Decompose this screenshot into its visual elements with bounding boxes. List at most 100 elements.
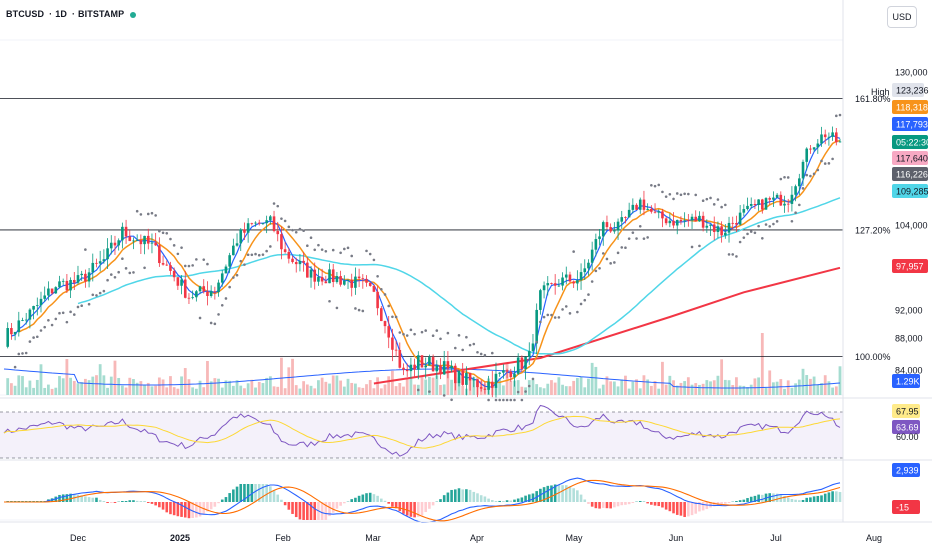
macd-histogram-bar <box>306 502 309 520</box>
sar-dot <box>705 197 709 201</box>
volume-bar <box>35 379 39 395</box>
candle-body <box>28 309 32 320</box>
candle-body <box>798 178 801 187</box>
candle-body <box>435 365 439 372</box>
ema-200-line <box>373 266 841 385</box>
macd-histogram-bar <box>746 498 749 502</box>
price-badge-text: 116,226 <box>896 170 928 180</box>
candle-body <box>169 265 172 271</box>
volume-bar <box>202 387 206 395</box>
sar-dot <box>291 228 294 232</box>
sar-dot <box>269 245 272 248</box>
sar-dot <box>91 293 95 297</box>
candle-body <box>650 208 653 212</box>
sar-dot <box>524 390 527 393</box>
candle-body <box>572 281 575 284</box>
volume-bar <box>13 385 17 395</box>
sar-dot <box>58 311 61 315</box>
candle-body <box>520 357 524 370</box>
sar-dot <box>761 237 764 240</box>
candle-body <box>716 226 720 232</box>
macd-histogram-bar <box>550 485 553 502</box>
macd-histogram-bar <box>302 502 305 520</box>
macd-histogram-bar <box>624 502 627 505</box>
candle-body <box>631 204 635 210</box>
sar-dot <box>539 320 542 324</box>
candle-body <box>124 226 128 237</box>
candle-body <box>306 262 309 278</box>
candle-body <box>232 245 235 256</box>
sar-dot <box>424 329 427 332</box>
macd-histogram-bar <box>209 502 213 510</box>
macd-histogram-bar <box>239 484 243 502</box>
macd-histogram-bar <box>132 500 135 502</box>
volume-bar <box>246 383 250 395</box>
macd-histogram-bar <box>823 493 827 502</box>
sar-dot <box>376 275 379 278</box>
sar-dot <box>165 231 169 235</box>
volume-bar <box>39 364 43 395</box>
sar-dot <box>457 334 461 337</box>
macd-histogram-bar <box>613 502 616 508</box>
volume-bar <box>24 387 28 395</box>
macd-histogram-bar <box>738 500 742 502</box>
macd-histogram-bar <box>553 484 557 502</box>
sar-dot <box>550 313 553 317</box>
candle-body <box>387 326 391 338</box>
macd-histogram-bar <box>402 502 405 514</box>
sar-dot <box>646 236 649 239</box>
candle-body <box>394 349 398 351</box>
sar-dot <box>206 262 209 266</box>
macd-histogram-bar <box>490 500 494 502</box>
price-badge-text: 109,285 <box>896 187 929 197</box>
macd-histogram-bar <box>339 502 342 506</box>
candle-body <box>309 269 313 278</box>
candle-body <box>668 220 672 224</box>
macd-histogram-bar <box>468 489 472 502</box>
interval-label[interactable]: 1D <box>55 9 67 19</box>
candle-body <box>557 285 561 287</box>
price-badge-text: 05:22:30 <box>896 138 931 148</box>
candle-body <box>339 276 342 285</box>
sar-dot <box>150 211 154 215</box>
volume-bar <box>32 387 35 395</box>
candle-body <box>646 208 649 210</box>
volume-bar <box>753 378 757 395</box>
macd-histogram-bar <box>346 501 350 502</box>
macd-badge <box>892 463 920 477</box>
candle-body <box>368 282 372 286</box>
volume-bar <box>442 384 446 395</box>
macd-histogram-bar <box>61 494 65 502</box>
candle-body <box>794 186 797 195</box>
sar-dot <box>590 280 594 283</box>
candle-body <box>516 357 520 374</box>
sar-dot <box>213 322 217 326</box>
currency-selector[interactable]: USD <box>887 6 917 28</box>
volume-bar <box>757 377 761 395</box>
macd-histogram-bar <box>668 502 672 512</box>
macd-histogram-bar <box>701 502 705 511</box>
candle-body <box>613 230 616 232</box>
volume-bar <box>672 380 675 395</box>
volume-bar <box>812 376 816 395</box>
macd-signal-line <box>4 479 841 522</box>
sar-dot <box>616 251 620 255</box>
volume-bar <box>605 376 609 395</box>
macd-histogram-bar <box>439 499 442 502</box>
sar-dot <box>13 365 17 369</box>
macd-histogram-bar <box>805 497 809 502</box>
candle-body <box>705 225 709 228</box>
volume-bar <box>272 386 276 395</box>
volume-bar <box>653 381 657 395</box>
macd-histogram-bar <box>228 493 231 502</box>
macd-histogram-bar <box>650 502 653 505</box>
macd-histogram-bar <box>435 501 439 502</box>
symbol-name[interactable]: BTCUSD <box>6 9 45 19</box>
volume-bar <box>250 379 254 395</box>
sar-dot <box>243 263 246 266</box>
sar-dot <box>391 315 394 319</box>
candle-body <box>91 262 95 273</box>
symbol-header[interactable]: BTCUSD · 1D · BITSTAMP <box>6 9 138 19</box>
sar-dot <box>675 192 679 195</box>
